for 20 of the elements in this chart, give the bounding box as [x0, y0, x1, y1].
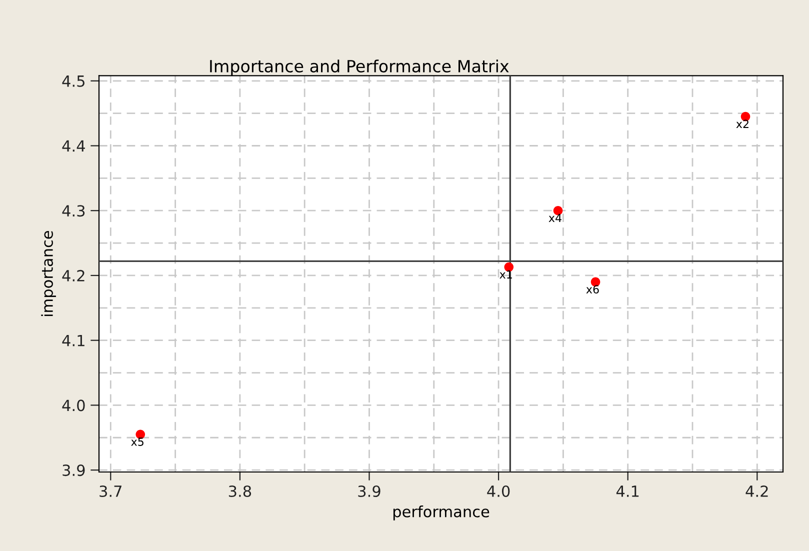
chart-title: Importance and Performance Matrix [210, 60, 509, 76]
y-tick-label: 4.1 [62, 335, 84, 346]
x-tick-label: 3.8 [228, 485, 252, 498]
x-tick-label: 3.7 [100, 485, 122, 498]
y-tick-label: 4.0 [62, 400, 85, 412]
y-tick-label: 4.3 [62, 205, 85, 217]
y-tick-label: 4.2 [62, 270, 84, 282]
annotation: x4 [548, 214, 562, 222]
x-tick-label: 3.9 [358, 485, 380, 498]
y-tick-label: 4.5 [62, 76, 84, 87]
y-tick-label: 4.4 [62, 140, 85, 152]
y-tick-label: 3.9 [62, 464, 85, 476]
x-axis-title: performance [393, 506, 490, 520]
annotation: x6 [586, 285, 599, 294]
x-tick-label: 4.2 [746, 485, 768, 497]
x-tick-label: 4.1 [616, 486, 639, 497]
x-tick-label: 4.0 [487, 485, 510, 498]
y-axis-title: importance [41, 231, 56, 316]
annotation: x5 [131, 438, 144, 446]
annotation: x2 [736, 120, 748, 128]
